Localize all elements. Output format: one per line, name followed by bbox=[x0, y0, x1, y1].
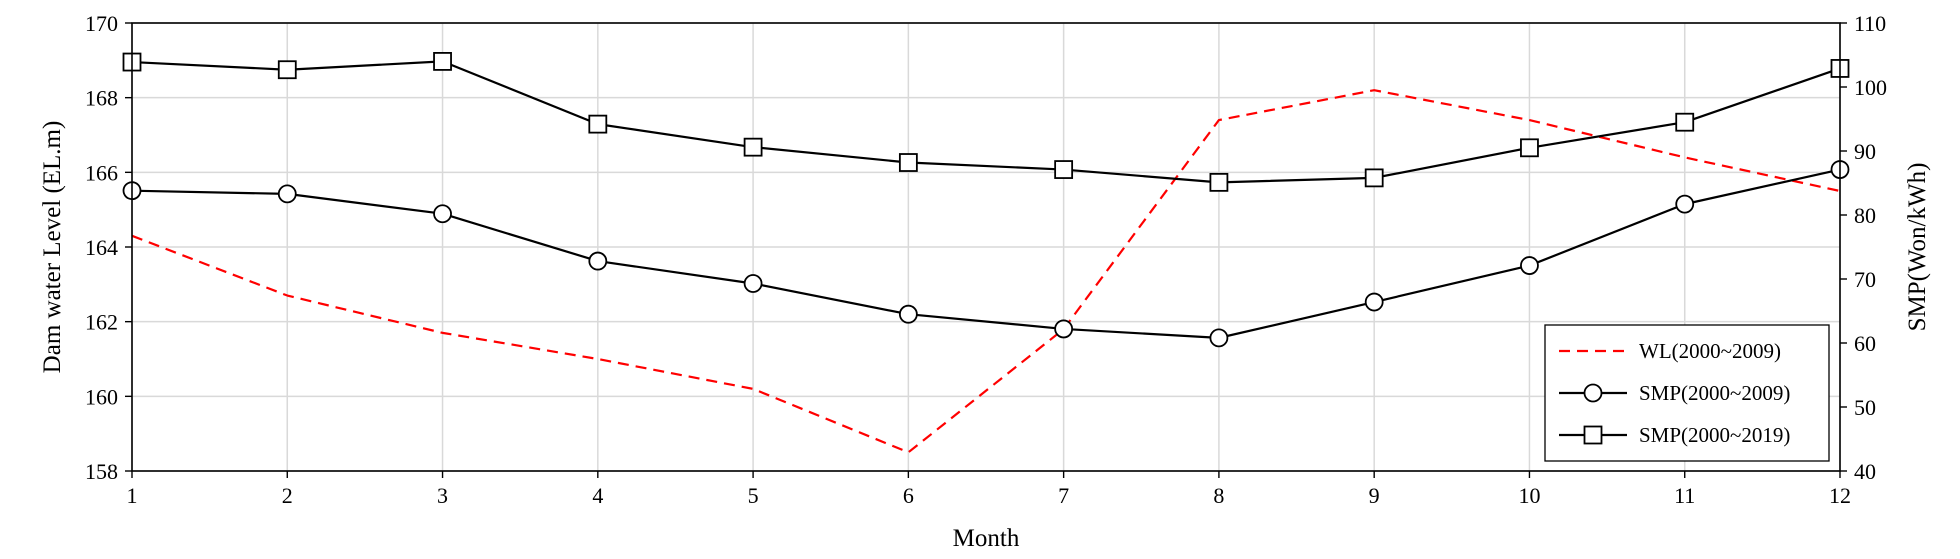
y2-tick-label: 50 bbox=[1854, 395, 1876, 420]
x-tick-label: 2 bbox=[282, 483, 293, 508]
y-tick-label: 166 bbox=[85, 160, 118, 185]
legend-marker bbox=[1583, 383, 1603, 403]
data-point bbox=[1364, 292, 1384, 312]
data-point bbox=[743, 274, 763, 293]
data-point bbox=[1520, 138, 1539, 158]
x-tick-label: 1 bbox=[127, 483, 138, 508]
x-tick-label: 8 bbox=[1213, 483, 1224, 508]
legend-label: SMP(2000~2019) bbox=[1639, 423, 1790, 447]
x-axis-title: Month bbox=[953, 525, 1020, 552]
y-tick-label: 170 bbox=[85, 11, 118, 36]
legend: WL(2000~2009) SMP(2000~2009) SMP(2000~2019… bbox=[1544, 324, 1830, 462]
legend-label: WL(2000~2009) bbox=[1639, 339, 1781, 363]
series-1 bbox=[131, 89, 1841, 454]
data-point bbox=[1209, 328, 1229, 348]
y2-tick-label: 90 bbox=[1854, 139, 1876, 164]
x-tick-label: 3 bbox=[437, 483, 448, 508]
y2-tick-label: 60 bbox=[1854, 331, 1876, 356]
y2-tick-label: 110 bbox=[1854, 11, 1886, 36]
data-point bbox=[433, 52, 452, 71]
y-axis-title: Dam water Level (EL.m) bbox=[39, 121, 66, 374]
tick-labels: 1 2 3 4 5 6 7 8 9 10 11 121581601621641661681704050… bbox=[85, 11, 1887, 508]
y-tick-label: 168 bbox=[85, 86, 118, 111]
x-tick-label: 10 bbox=[1518, 483, 1540, 508]
x-tick-label: 6 bbox=[903, 483, 914, 508]
data-point bbox=[1364, 168, 1384, 188]
y2-tick-label: 40 bbox=[1854, 459, 1876, 484]
series-layer bbox=[122, 52, 1850, 454]
data-point bbox=[277, 184, 297, 204]
series-2 bbox=[122, 160, 1850, 348]
x-tick-label: 9 bbox=[1369, 483, 1380, 508]
x-tick-label: 4 bbox=[592, 483, 603, 508]
series-line bbox=[131, 89, 1841, 454]
x-tick-label: 7 bbox=[1058, 483, 1069, 508]
series-line bbox=[131, 60, 1841, 184]
data-point bbox=[1675, 112, 1695, 132]
y2-tick-label: 70 bbox=[1854, 267, 1876, 292]
data-point bbox=[743, 137, 763, 157]
series-3 bbox=[122, 52, 1850, 192]
data-point bbox=[1054, 319, 1074, 339]
data-point bbox=[898, 153, 918, 172]
y-tick-label: 158 bbox=[85, 459, 118, 484]
data-point bbox=[277, 60, 297, 80]
y-tick-label: 164 bbox=[85, 235, 118, 260]
y-tick-label: 160 bbox=[85, 384, 118, 409]
y2-tick-label: 80 bbox=[1854, 203, 1876, 228]
x-tick-label: 11 bbox=[1674, 483, 1695, 508]
data-point bbox=[433, 204, 452, 224]
legend-marker bbox=[1583, 425, 1603, 445]
y2-tick-label: 100 bbox=[1854, 75, 1887, 100]
data-point bbox=[1054, 160, 1074, 179]
y-tick-label: 162 bbox=[85, 310, 118, 335]
data-point bbox=[1209, 172, 1229, 192]
data-point bbox=[1675, 194, 1695, 214]
data-point bbox=[898, 304, 918, 324]
series-line bbox=[131, 168, 1841, 339]
data-point bbox=[1520, 256, 1539, 275]
legend-label: SMP(2000~2009) bbox=[1639, 381, 1790, 405]
y2-axis-title: SMP(Won/kWh) bbox=[1904, 163, 1931, 332]
data-point bbox=[588, 114, 608, 134]
x-tick-label: 12 bbox=[1829, 483, 1851, 508]
x-tick-label: 5 bbox=[748, 483, 759, 508]
data-point bbox=[588, 251, 608, 271]
